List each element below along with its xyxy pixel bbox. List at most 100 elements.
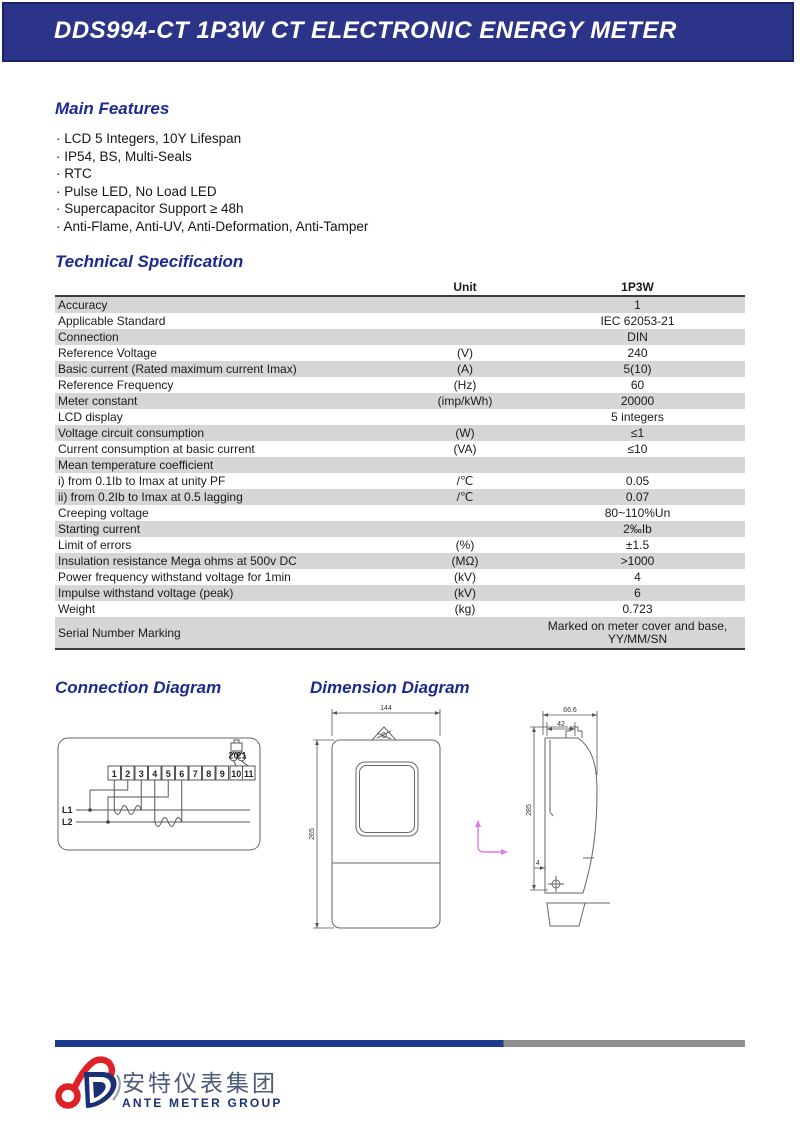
junction-dot <box>106 820 110 824</box>
spec-parameter: Basic current (Rated maximum current Ima… <box>58 362 297 376</box>
axes-icon <box>475 820 508 855</box>
spec-value: ±1.5 <box>625 537 650 552</box>
spec-parameter: Serial Number Marking <box>58 625 181 640</box>
side-height-dim: 285 <box>526 804 533 816</box>
dimension-diagram-heading: Dimension Diagram <box>310 678 470 697</box>
spec-table: Unit 1P3W Accuracy 1 Applicable Standard IE… <box>55 279 745 650</box>
spec-parameter: Voltage circuit consumption <box>58 426 205 440</box>
terminal-box <box>188 765 202 781</box>
spec-parameter: LCD display <box>58 410 123 424</box>
spec-parameter: Impulse withstand voltage (peak) <box>58 586 234 600</box>
connection-diagram-heading: Connection Diagram <box>55 678 222 697</box>
feature-item: LCD 5 Integers, 10Y Lifespan <box>56 130 368 148</box>
front-view-drawing: 144 265 <box>309 705 441 929</box>
side-offset-dim: 4 <box>536 860 540 867</box>
spec-header-value: 1P3W <box>621 279 654 294</box>
spec-row: Reference Frequency (Hz) 60 <box>55 377 745 393</box>
spec-row: Current consumption at basic current (VA)… <box>55 441 745 457</box>
technical-specification-heading: Technical Specification <box>55 252 244 271</box>
title-bar: DDS994-CT 1P3W CT ELECTRONIC ENERGY METE… <box>2 2 794 62</box>
ct-coil-2 <box>154 817 183 827</box>
spec-row: LCD display 5 integers <box>55 409 745 425</box>
spec-table-body: Accuracy 1 Applicable Standard IEC 62053-21… <box>55 295 745 650</box>
spec-value: 2‰Ib <box>623 521 652 536</box>
terminal-box <box>242 765 256 781</box>
spec-row: Power frequency withstand voltage for 1m… <box>55 569 745 585</box>
spec-table-header: Unit 1P3W <box>55 279 745 295</box>
spec-row: Connection DIN <box>55 329 745 345</box>
terminal-number: 8 <box>206 769 211 779</box>
spec-unit: (A) <box>457 362 473 376</box>
spec-parameter: Starting current <box>58 522 141 536</box>
terminal-number: 3 <box>139 769 144 779</box>
company-name-chinese: 安特仪表集团 <box>122 1070 278 1096</box>
front-height-dim: 265 <box>309 828 316 840</box>
line-label-l1: L1 <box>62 805 73 815</box>
spec-unit: (kV) <box>454 570 476 584</box>
front-width-dim: 144 <box>380 705 392 712</box>
meter-outline <box>57 737 261 851</box>
spec-value: 4 <box>634 569 641 584</box>
spec-row: Starting current 2‰Ib <box>55 521 745 537</box>
spec-value: 0.723 <box>622 601 653 616</box>
feature-item: IP54, BS, Multi-Seals <box>56 148 368 166</box>
spec-parameter: i) from 0.1Ib to Imax at unity PF <box>58 474 226 488</box>
ct-coil-1 <box>113 805 142 815</box>
terminal-number: 11 <box>244 769 254 779</box>
footer-bar <box>55 1040 745 1047</box>
main-features-list: LCD 5 Integers, 10Y LifespanIP54, BS, Mu… <box>56 130 369 235</box>
spec-parameter: Weight <box>58 602 96 616</box>
feature-item: Supercapacitor Support ≥ 48h <box>56 200 368 218</box>
spec-value: 60 <box>630 377 645 392</box>
spec-parameter: Limit of errors <box>58 538 132 552</box>
terminal-box <box>202 765 216 781</box>
terminal-number: 4 <box>152 769 157 779</box>
spec-row: Serial Number Marking Marked on meter cov… <box>55 617 745 648</box>
dimension-diagram-figure: 144 265 66.6 <box>309 705 610 929</box>
spec-parameter: Connection <box>58 330 119 344</box>
spec-parameter: Creeping voltage <box>58 506 149 520</box>
spec-row: Meter constant (imp/kWh) 20000 <box>55 393 745 409</box>
spec-parameter: ii) from 0.2Ib to Imax at 0.5 lagging <box>58 490 243 504</box>
spec-value: 80~110%Un <box>604 505 671 520</box>
feature-item: RTC <box>56 165 368 183</box>
spec-row: Mean temperature coefficient <box>55 457 745 473</box>
spec-value: ≤1 <box>630 425 645 440</box>
feature-item: Pulse LED, No Load LED <box>56 183 368 201</box>
spec-unit: /℃ <box>456 490 474 504</box>
spec-value: >1000 <box>620 553 655 568</box>
spec-unit: (W) <box>455 426 475 440</box>
spec-value: IEC 62053-21 <box>600 313 675 328</box>
spec-parameter: Mean temperature coefficient <box>58 458 214 472</box>
spec-value: 0.07 <box>625 489 650 504</box>
spec-value: 6 <box>634 585 641 600</box>
spec-value: ≤10 <box>627 441 648 456</box>
line-label-l2: L2 <box>62 817 73 827</box>
spec-row: Voltage circuit consumption (W) ≤1 <box>55 425 745 441</box>
spec-parameter: Reference Frequency <box>58 378 174 392</box>
spec-row: Impulse withstand voltage (peak) (kV) 6 <box>55 585 745 601</box>
terminal-number: 5 <box>166 769 171 779</box>
side-view-drawing: 66.6 42 285 4 <box>526 707 610 927</box>
terminal-number: 10 <box>231 769 241 779</box>
spec-row: Insulation resistance Mega ohms at 500v … <box>55 553 745 569</box>
spec-row: Limit of errors (%) ±1.5 <box>55 537 745 553</box>
spec-value: Marked on meter cover and base, YY/MM/SN <box>547 618 728 646</box>
spec-unit: (kV) <box>454 586 476 600</box>
terminal-number: 1 <box>112 769 117 779</box>
spec-unit: (VA) <box>453 442 477 456</box>
svg-text:21: 21 <box>236 751 246 761</box>
junction-dot <box>88 808 92 812</box>
spec-parameter: Power frequency withstand voltage for 1m… <box>58 570 291 584</box>
terminal-strip: 1 2 3 4 5 6 7 8 9 10 11 <box>107 765 256 781</box>
terminal-number: 2 <box>125 769 130 779</box>
spec-row: Applicable Standard IEC 62053-21 <box>55 313 745 329</box>
spec-parameter: Accuracy <box>58 298 108 312</box>
spec-value: 240 <box>627 345 648 360</box>
spec-parameter: Current consumption at basic current <box>58 442 255 456</box>
terminal-box <box>215 765 229 781</box>
main-features-heading: Main Features <box>55 99 170 118</box>
spec-value: 0.05 <box>625 473 650 488</box>
spec-parameter: Meter constant <box>58 394 138 408</box>
spec-parameter: Insulation resistance Mega ohms at 500v … <box>58 554 297 568</box>
